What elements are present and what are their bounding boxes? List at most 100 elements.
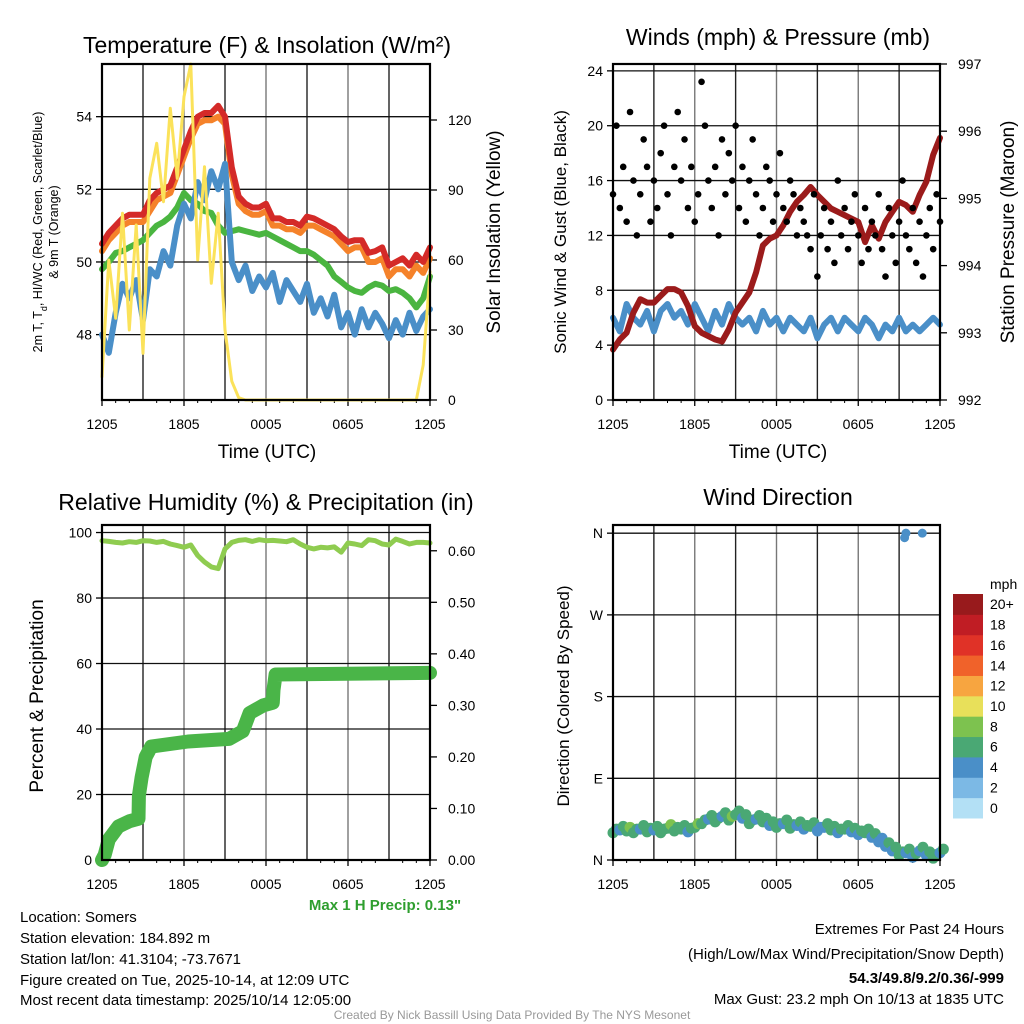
y2-tick-label: 0.20: [448, 749, 475, 765]
location-text: Location: Somers: [20, 909, 137, 926]
gust-point: [674, 108, 682, 116]
y-tick-label: 0: [595, 392, 603, 408]
gust-point: [708, 204, 716, 212]
gust-point: [861, 204, 869, 212]
gust-point: [711, 163, 719, 171]
sonic-wind-line: [610, 301, 943, 342]
relative-humidity-line: [99, 536, 433, 572]
y-tick-label: 16: [587, 173, 603, 189]
y-tick-label: E: [594, 770, 603, 786]
pressure-ylabel: Station Pressure (Maroon): [998, 121, 1019, 344]
gust-point: [923, 232, 930, 239]
created-text: Figure created on Tue, 2025-10-14, at 12…: [20, 972, 350, 989]
data-marks: [609, 78, 944, 353]
gust-point: [694, 190, 702, 198]
y-tick-label: S: [594, 689, 603, 705]
colorbar-label: 20+: [990, 596, 1014, 612]
wind-direction-ylabel: Direction (Colored By Speed): [554, 585, 573, 806]
y-tick-label: 20: [587, 118, 603, 134]
gust-point: [623, 218, 630, 226]
gust-point: [671, 163, 678, 171]
colorbar-swatch: [953, 695, 983, 717]
gust-point: [626, 108, 634, 116]
ylabel-part: , HI/WC (Red, Green, Scarlet/Blue): [31, 112, 45, 307]
x-tick-label: 1205: [414, 416, 445, 432]
y-tick-label: 48: [76, 327, 92, 343]
colorbar-label: 14: [990, 657, 1006, 673]
gust-point: [667, 232, 675, 239]
plot-frame: [611, 62, 942, 402]
x-tick-label: 0005: [250, 416, 281, 432]
humidity-title: Relative Humidity (%) & Precipitation (i…: [58, 489, 473, 515]
humidity-ylabel: Percent & Precipitation: [27, 599, 48, 792]
gust-point: [701, 122, 709, 130]
2m-t-line: [99, 102, 433, 269]
y-tick-label: 80: [76, 590, 92, 606]
gust-point: [810, 190, 818, 198]
gust-point: [742, 218, 750, 226]
wind-direction-panel: Wind Direction N E S W N 1205 1805 0005 0605 1205…: [554, 484, 1017, 892]
plot-frame: [100, 62, 432, 402]
gust-point: [776, 149, 784, 157]
x-tick-label: 0605: [332, 416, 363, 432]
y-tick-label: 0: [84, 852, 92, 868]
gust-point: [844, 245, 852, 253]
gust-point: [803, 232, 811, 239]
gust-point: [756, 232, 763, 239]
colorbar-unit: mph: [990, 576, 1017, 592]
gust-point: [636, 190, 644, 198]
gust-point: [762, 163, 770, 171]
gust-point: [820, 204, 828, 212]
x-tick-label: 1805: [168, 416, 199, 432]
gust-point: [919, 273, 927, 280]
colorbar-label: 16: [990, 637, 1006, 653]
gust-point: [728, 177, 736, 184]
gust-point: [882, 273, 889, 280]
gust-point: [871, 232, 879, 239]
gust-point: [633, 232, 641, 239]
gust-point: [892, 259, 900, 267]
gust-point: [889, 232, 896, 239]
y2-tick-label: 0.30: [448, 697, 475, 713]
extremes-values: 54.3/49.8/9.2/0.36/-999: [849, 970, 1004, 987]
y2-tick-label: 0: [448, 392, 456, 408]
y2-tick-label: 995: [958, 190, 982, 206]
x-tick-label: 0605: [843, 876, 874, 892]
y-tick-label: 52: [76, 181, 92, 197]
gust-point: [790, 190, 797, 198]
gust-point: [749, 136, 756, 143]
winds-ylabel: Sonic Wind & Gust (Blue, Black): [551, 110, 570, 354]
y2-tick-label: 120: [448, 112, 472, 128]
y2-tick-label: 0.60: [448, 543, 475, 559]
gust-point: [817, 232, 825, 239]
gust-point: [752, 190, 760, 198]
temperature-panel: Temperature (F) & Insolation (W/m²) 48 50…: [31, 32, 505, 463]
gust-point: [660, 122, 668, 130]
wind-direction-title: Wind Direction: [703, 484, 853, 510]
y-tick-label: 54: [76, 109, 92, 125]
gust-point: [691, 218, 699, 226]
gust-point: [653, 204, 661, 212]
gust-point: [715, 232, 722, 239]
x-tick-label: 1805: [168, 876, 199, 892]
colorbar-label: 10: [990, 698, 1006, 714]
data-marks: [95, 536, 437, 867]
ylabel-part: 2m T, T: [31, 311, 45, 353]
gust-point: [885, 204, 893, 212]
gust-point: [837, 232, 845, 239]
winds-panel: Winds (mph) & Pressure (mb) 0 4 8 12 16 20 24 9…: [551, 24, 1019, 463]
recent-data-text: Most recent data timestamp: 2025/10/14 1…: [20, 992, 351, 1009]
colorbar-swatch: [953, 797, 983, 819]
plot-frame: [611, 523, 942, 862]
gust-point: [780, 204, 787, 212]
elevation-text: Station elevation: 184.892 m: [20, 930, 210, 947]
x-tick-label: 1205: [924, 876, 955, 892]
gust-point: [929, 245, 937, 253]
gust-point: [854, 232, 862, 239]
solar-ylabel: Solar Insolation (Yellow): [484, 130, 505, 333]
colorbar-swatch: [953, 777, 983, 799]
y-tick-label: N: [593, 852, 603, 868]
y-tick-label: 8: [595, 282, 603, 298]
gust-point: [895, 218, 903, 226]
gust-point: [783, 218, 791, 226]
